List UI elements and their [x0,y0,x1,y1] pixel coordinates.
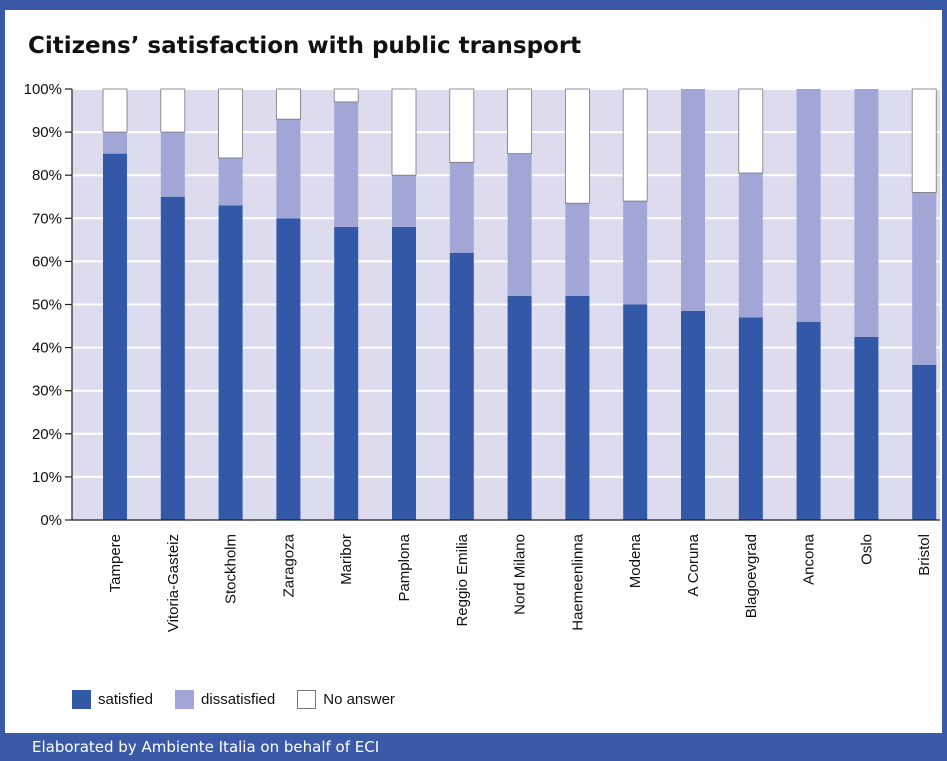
y-tick-label: 80% [32,167,62,184]
bar-no-answer [507,88,533,155]
bar-no-answer [333,88,359,103]
x-category-label: Oslo [858,534,875,565]
bar-satisfied [218,205,243,520]
x-category-label: Haemeenlinna [569,533,586,630]
chart-legend: satisfied dissatisfied No answer [72,689,417,709]
bar-no-answer [160,88,186,133]
y-tick-label: 70% [32,210,62,227]
bar-dissatisfied [334,101,359,227]
x-category-label: Maribor [338,534,355,585]
bar-dissatisfied [276,119,301,219]
bar-dissatisfied [160,132,185,197]
bar-satisfied [623,304,648,520]
bar-dissatisfied [912,192,937,365]
bar-no-answer [738,88,764,174]
bar-satisfied [334,226,359,521]
bar-satisfied [738,317,763,520]
bar-dissatisfied [623,201,648,305]
x-category-label: Blagoevgrad [743,534,760,618]
bar-satisfied [449,252,474,520]
y-tick-label: 40% [32,340,62,357]
bar-satisfied [565,295,590,520]
x-category-label: Ancona [801,533,818,585]
y-tick-label: 20% [32,426,62,443]
x-category-label: Reggio Emilia [454,533,471,626]
bar-satisfied [276,218,301,521]
bar-no-answer [565,88,590,204]
chart-title: Citizens’ satisfaction with public trans… [28,33,582,59]
legend-swatch-satisfied [72,689,91,709]
source-footer: Elaborated by Ambiente Italia on behalf … [0,733,947,761]
bar-no-answer [622,88,648,202]
bar-dissatisfied [218,157,243,206]
y-tick-label: 0% [40,512,62,529]
legend-label-dissatisfied: dissatisfied [201,690,276,708]
bar-satisfied [160,196,185,520]
bar-no-answer [275,88,301,120]
y-tick-label: 90% [32,124,62,141]
y-tick-label: 30% [32,383,62,400]
bar-satisfied [681,310,705,520]
bar-satisfied [507,295,532,520]
x-category-label: Nord Milano [512,534,529,615]
bar-dissatisfied [507,153,532,296]
bar-no-answer [449,88,475,163]
x-category-label: A Coruna [685,533,702,596]
legend-item-dissatisfied: dissatisfied [175,689,276,709]
x-category-label: Zaragoza [280,533,297,597]
bar-satisfied [392,226,416,521]
bar-satisfied [796,321,821,520]
legend-swatch-dissatisfied [175,689,195,709]
bar-no-answer [102,88,128,133]
y-tick-label: 100% [24,81,62,98]
bar-dissatisfied [854,89,879,337]
bar-satisfied [912,364,937,520]
x-category-label: Vitoria-Gasteiz [165,534,182,632]
bar-no-answer [391,88,417,176]
bar-satisfied [854,336,879,520]
bar-dissatisfied [103,132,127,154]
x-category-label: Bristol [916,534,933,576]
bar-no-answer [218,88,244,159]
y-tick-label: 60% [32,253,62,270]
bar-dissatisfied [738,173,763,318]
legend-item-no-answer: No answer [297,689,395,709]
bar-dissatisfied [565,203,590,296]
legend-label-no-answer: No answer [323,690,395,708]
x-category-label: Modena [627,533,644,588]
bar-dissatisfied [681,89,705,311]
bar-dissatisfied [392,175,416,227]
bar-dissatisfied [796,89,821,322]
bar-dissatisfied [449,162,474,253]
bar-no-answer [911,88,937,193]
y-tick-label: 10% [32,469,62,486]
x-category-label: Pamplona [396,533,413,601]
legend-label-satisfied: satisfied [98,690,154,708]
x-category-label: Tampere [107,534,124,592]
legend-swatch-no-answer [297,689,317,709]
legend-item-satisfied: satisfied [72,689,154,709]
y-tick-label: 50% [32,297,62,314]
bar-satisfied [103,153,127,520]
x-category-label: Stockholm [223,534,240,604]
